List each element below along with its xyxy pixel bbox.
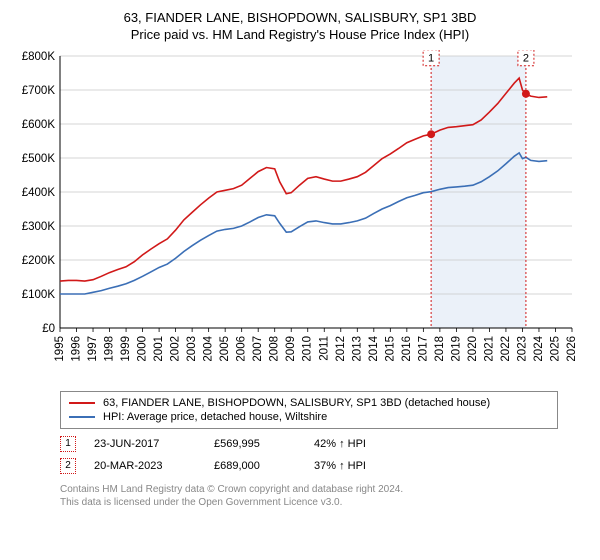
- chart-area: £0 £100K £200K £300K £400K £500K £600K £700K £80…: [12, 50, 588, 385]
- svg-text:£700K: £700K: [22, 85, 56, 97]
- marker-pct: 42% ↑ HPI: [314, 438, 434, 450]
- svg-text:£0: £0: [42, 323, 55, 335]
- svg-text:2024: 2024: [533, 335, 545, 361]
- svg-text:2: 2: [523, 53, 529, 65]
- svg-text:2010: 2010: [302, 336, 314, 362]
- svg-text:2002: 2002: [170, 336, 182, 362]
- svg-text:2014: 2014: [368, 335, 380, 361]
- legend-swatch: [69, 402, 95, 404]
- svg-text:2005: 2005: [219, 336, 231, 362]
- marker-date: 20-MAR-2023: [94, 460, 214, 472]
- svg-text:2004: 2004: [203, 335, 215, 361]
- marker-date: 23-JUN-2017: [94, 438, 214, 450]
- legend-box: 63, FIANDER LANE, BISHOPDOWN, SALISBURY,…: [60, 391, 558, 429]
- legend-row: 63, FIANDER LANE, BISHOPDOWN, SALISBURY,…: [69, 396, 549, 410]
- svg-text:£200K: £200K: [22, 255, 56, 267]
- marker-row: 1 23-JUN-2017£569,99542% ↑ HPI: [60, 433, 558, 455]
- svg-text:2001: 2001: [153, 336, 165, 362]
- svg-text:2011: 2011: [318, 336, 330, 361]
- marker-price: £569,995: [214, 438, 314, 450]
- svg-text:£500K: £500K: [22, 153, 56, 165]
- line-chart-svg: £0 £100K £200K £300K £400K £500K £600K £700K £80…: [12, 50, 588, 380]
- svg-text:£600K: £600K: [22, 119, 56, 131]
- svg-text:2003: 2003: [186, 336, 198, 362]
- svg-text:2025: 2025: [549, 336, 561, 362]
- svg-text:2000: 2000: [137, 336, 149, 362]
- footnote-line1: Contains HM Land Registry data © Crown c…: [60, 483, 558, 496]
- svg-text:1999: 1999: [120, 336, 132, 362]
- svg-text:2009: 2009: [285, 336, 297, 362]
- svg-text:2006: 2006: [236, 336, 248, 362]
- svg-text:£800K: £800K: [22, 51, 56, 63]
- legend-swatch: [69, 416, 95, 418]
- svg-text:2007: 2007: [252, 336, 264, 362]
- svg-text:£300K: £300K: [22, 221, 56, 233]
- svg-text:2020: 2020: [467, 336, 479, 362]
- svg-text:1996: 1996: [71, 336, 83, 362]
- legend-label: HPI: Average price, detached house, Wilt…: [103, 411, 327, 423]
- legend-row: HPI: Average price, detached house, Wilt…: [69, 410, 549, 424]
- svg-text:2019: 2019: [450, 336, 462, 362]
- svg-text:2021: 2021: [483, 336, 495, 362]
- legend-label: 63, FIANDER LANE, BISHOPDOWN, SALISBURY,…: [103, 397, 490, 409]
- svg-text:1: 1: [428, 53, 434, 65]
- marker-pct: 37% ↑ HPI: [314, 460, 434, 472]
- svg-text:2013: 2013: [351, 336, 363, 362]
- svg-text:1995: 1995: [54, 336, 66, 362]
- svg-text:£100K: £100K: [22, 289, 56, 301]
- marker-row: 2 20-MAR-2023£689,00037% ↑ HPI: [60, 455, 558, 477]
- svg-text:2026: 2026: [566, 336, 578, 362]
- svg-text:2018: 2018: [434, 336, 446, 362]
- svg-text:2023: 2023: [516, 336, 528, 362]
- svg-text:1997: 1997: [87, 336, 99, 362]
- svg-text:2016: 2016: [401, 336, 413, 362]
- footnote: Contains HM Land Registry data © Crown c…: [60, 483, 558, 509]
- svg-text:2008: 2008: [269, 336, 281, 362]
- svg-text:2017: 2017: [417, 336, 429, 362]
- chart-subtitle: Price paid vs. HM Land Registry's House …: [12, 27, 588, 42]
- marker-badge: 1: [60, 436, 76, 452]
- svg-text:£400K: £400K: [22, 187, 56, 199]
- marker-table: 1 23-JUN-2017£569,99542% ↑ HPI 2 20-MAR-202…: [60, 433, 558, 477]
- marker-price: £689,000: [214, 460, 314, 472]
- marker-badge: 2: [60, 458, 76, 474]
- svg-text:2022: 2022: [500, 336, 512, 362]
- footnote-line2: This data is licensed under the Open Gov…: [60, 496, 558, 509]
- chart-title: 63, FIANDER LANE, BISHOPDOWN, SALISBURY,…: [12, 10, 588, 25]
- svg-text:1998: 1998: [104, 336, 116, 362]
- svg-text:2012: 2012: [335, 336, 347, 362]
- svg-text:2015: 2015: [384, 336, 396, 362]
